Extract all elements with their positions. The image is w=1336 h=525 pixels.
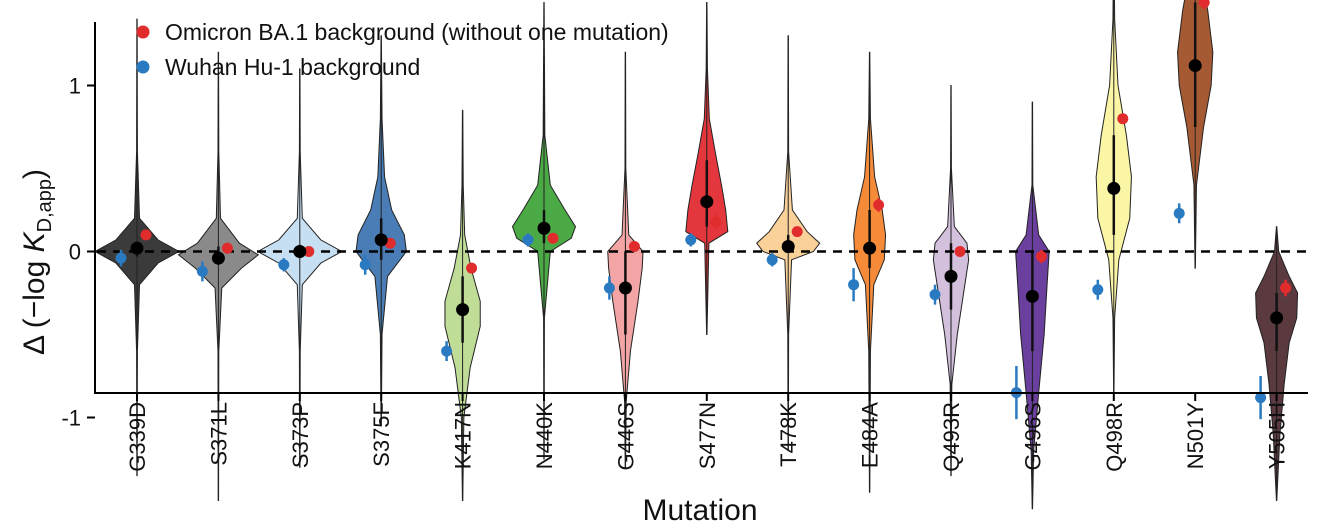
omicron-point [873, 199, 885, 211]
omicron-point [1035, 250, 1047, 262]
median-point [211, 251, 225, 265]
x-tick-label-s477n: S477N [695, 402, 720, 469]
y-axis-title: Δ (−log KD,app) [18, 169, 56, 355]
omicron-point [954, 246, 966, 257]
omicron-point [303, 246, 315, 257]
omicron-point [710, 216, 722, 228]
median-point [1107, 181, 1121, 195]
omicron-point [466, 262, 478, 274]
wuhan-point [196, 265, 208, 277]
y-title-subscript: D,app [34, 179, 56, 232]
median-point [781, 240, 795, 254]
omicron-point [140, 229, 152, 241]
wuhan-point [441, 345, 453, 357]
median-point [374, 233, 388, 247]
omicron-point [1117, 113, 1129, 125]
x-tick-label-g496s: G496S [1020, 402, 1045, 471]
legend-label-wuhan: Wuhan Hu-1 background [165, 54, 420, 80]
x-tick-label-e484a: E484A [858, 402, 883, 468]
median-point [130, 241, 144, 255]
omicron-point [547, 232, 559, 244]
omicron-point [1280, 282, 1292, 294]
wuhan-point [766, 254, 778, 266]
x-tick-label-g446s: G446S [613, 402, 638, 471]
legend-marker-omicron [136, 25, 150, 39]
wuhan-point [603, 282, 615, 294]
omicron-point [628, 241, 640, 253]
x-axis-title: Mutation [642, 494, 757, 525]
x-axis-ticks: G339D S371L S373P S375F K417N N440K G446S S477N… [125, 393, 1290, 472]
y-tick-label: -1 [61, 406, 81, 431]
wuhan-point [929, 289, 941, 301]
median-point [618, 281, 632, 295]
x-tick-label-s373p: S373P [288, 402, 313, 468]
median-point [700, 195, 714, 209]
median-point [293, 245, 307, 258]
median-point [863, 241, 877, 255]
x-tick-label-k417n: K417N [451, 402, 476, 469]
omicron-point [221, 242, 233, 254]
x-tick-label-g339d: G339D [125, 402, 150, 472]
wuhan-point [848, 279, 860, 291]
y-title-prefix: Δ (−log [18, 252, 51, 355]
median-point [537, 221, 551, 235]
x-tick-label-s371l: S371L [206, 402, 231, 466]
y-tick-label: 0 [69, 240, 81, 265]
wuhan-point [359, 259, 371, 271]
wuhan-point [278, 259, 290, 271]
x-tick-label-n440k: N440K [532, 402, 557, 470]
x-tick-label-s375f: S375F [369, 402, 394, 467]
x-tick-label-q498r: Q498R [1102, 402, 1127, 472]
x-tick-label-n501y: N501Y [1183, 402, 1208, 470]
wuhan-point [1092, 284, 1104, 296]
legend-marker-wuhan [136, 60, 150, 74]
x-tick-label-y505h: Y505H [1265, 402, 1290, 469]
y-title-k: K [18, 230, 51, 252]
median-point [944, 269, 958, 283]
wuhan-point [685, 234, 697, 246]
x-tick-label-q493r: Q493R [939, 402, 964, 472]
wuhan-point [1173, 207, 1185, 219]
y-title-suffix: ) [18, 169, 51, 179]
median-point [1270, 311, 1284, 325]
median-point [1025, 289, 1039, 303]
legend-label-omicron: Omicron BA.1 background (without one mut… [165, 19, 669, 45]
wuhan-point [115, 252, 127, 264]
legend: Omicron BA.1 background (without one mut… [136, 19, 669, 80]
wuhan-point [1255, 392, 1267, 404]
omicron-point [1198, 0, 1210, 8]
x-tick-label-t478k: T478K [776, 402, 801, 467]
y-axis-ticks: 210-1 [61, 74, 95, 431]
wuhan-point [522, 234, 534, 246]
omicron-point [791, 226, 803, 238]
points-layer [115, 0, 1292, 420]
median-point [456, 303, 470, 317]
y-tick-label: 1 [69, 74, 81, 99]
median-point [1188, 59, 1202, 73]
